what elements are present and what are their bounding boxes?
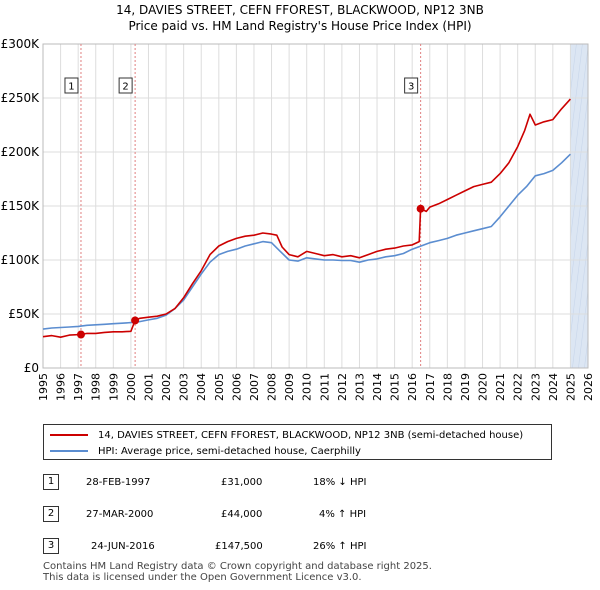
x-tick-label: 2014 — [371, 373, 384, 401]
chart-legend: 14, DAVIES STREET, CEFN FFOREST, BLACKWO… — [43, 424, 552, 460]
sale-price: £147,500 — [215, 541, 263, 552]
sale-number-label: 1 — [68, 82, 74, 93]
sale-number-badge: 1 — [43, 474, 59, 490]
x-tick-label: 2025 — [564, 373, 577, 401]
x-tick-label: 2002 — [160, 373, 173, 401]
footer-attribution: Contains HM Land Registry data © Crown c… — [43, 561, 432, 583]
legend-label-price: 14, DAVIES STREET, CEFN FFOREST, BLACKWO… — [98, 429, 524, 441]
x-tick-label: 2021 — [494, 373, 507, 401]
x-tick-label: 2016 — [406, 373, 419, 401]
sale-point — [416, 204, 425, 213]
x-tick-label: 2020 — [477, 373, 490, 401]
sale-date: 24-JUN-2016 — [91, 541, 155, 552]
x-tick-label: 2012 — [336, 373, 349, 401]
plot-frame — [42, 43, 589, 369]
x-tick-label: 2015 — [389, 373, 402, 401]
x-tick-label: 2008 — [266, 373, 279, 401]
sale-number-label: 3 — [408, 82, 414, 93]
y-tick-label: £250K — [1, 91, 41, 105]
x-tick-label: 2003 — [178, 373, 191, 401]
x-tick-label: 2007 — [248, 373, 261, 401]
footer-line-2: This data is licensed under the Open Gov… — [43, 572, 362, 583]
x-tick-label: 2023 — [529, 373, 542, 401]
legend-swatch-price — [50, 434, 88, 436]
price-chart: £0 £50K £100K £150K £200K £250K £300K 1995 1996 1… — [1, 37, 600, 401]
x-tick-label: 2024 — [547, 373, 560, 401]
x-tick-label: 1997 — [72, 373, 85, 401]
sale-point — [131, 316, 140, 325]
x-tick-label: 1996 — [55, 373, 68, 401]
sale-number-label: 2 — [122, 82, 128, 93]
legend-item-price: 14, DAVIES STREET, CEFN FFOREST, BLACKWO… — [50, 427, 523, 443]
sale-hpi-diff: 26% ↑ HPI — [313, 541, 367, 552]
y-tick-label: £50K — [8, 307, 40, 321]
x-tick-label: 2011 — [318, 373, 331, 401]
sale-row: 2 27-MAR-2000 £44,000 4% ↑ HPI — [43, 506, 443, 526]
x-tick-label: 2005 — [213, 373, 226, 401]
sale-number-box — [64, 77, 79, 94]
y-tick-label: £150K — [1, 199, 41, 213]
sale-number-badge: 2 — [43, 506, 59, 522]
sale-row: 3 24-JUN-2016 £147,500 26% ↑ HPI — [43, 538, 443, 558]
x-tick-label: 1999 — [107, 373, 120, 401]
legend-item-hpi: HPI: Average price, semi-detached house,… — [50, 443, 361, 459]
sale-number-box — [404, 77, 419, 94]
x-tick-label: 2000 — [125, 373, 138, 401]
legend-label-hpi: HPI: Average price, semi-detached house,… — [98, 445, 361, 457]
y-tick-label: £0 — [24, 361, 39, 375]
sale-hpi-diff: 4% ↑ HPI — [319, 509, 367, 520]
x-tick-label: 2017 — [424, 373, 437, 401]
x-tick-label: 2001 — [142, 373, 155, 401]
x-tick-label: 2009 — [283, 373, 296, 401]
y-tick-label: £200K — [1, 145, 41, 159]
x-tick-label: 2019 — [459, 373, 472, 401]
forecast-hatch — [596, 44, 600, 368]
x-tick-label: 2010 — [301, 373, 314, 401]
sale-row: 1 28-FEB-1997 £31,000 18% ↓ HPI — [43, 474, 443, 494]
sale-point — [76, 330, 85, 339]
hpi-series-line — [42, 153, 571, 330]
legend-swatch-hpi — [50, 450, 88, 452]
y-tick-label: £300K — [1, 37, 41, 51]
chart-subtitle: Price paid vs. HM Land Registry's House … — [128, 19, 472, 33]
sale-number-badge: 3 — [43, 538, 59, 554]
x-tick-label: 2013 — [353, 373, 366, 401]
y-tick-label: £100K — [1, 253, 41, 267]
footer-line-1: Contains HM Land Registry data © Crown c… — [43, 561, 432, 572]
chart-title: 14, DAVIES STREET, CEFN FFOREST, BLACKWO… — [116, 3, 484, 17]
x-tick-label: 2022 — [512, 373, 525, 401]
sale-price: £31,000 — [221, 477, 263, 488]
sale-price: £44,000 — [221, 509, 263, 520]
sale-number-box — [118, 77, 133, 94]
sale-date: 28-FEB-1997 — [86, 477, 151, 488]
x-tick-label: 2006 — [230, 373, 243, 401]
forecast-hatch — [590, 44, 600, 368]
x-tick-label: 2018 — [441, 373, 454, 401]
sale-date: 27-MAR-2000 — [86, 509, 154, 520]
x-tick-label: 2004 — [195, 373, 208, 401]
x-tick-label: 2026 — [582, 373, 595, 401]
x-tick-label: 1995 — [37, 373, 50, 401]
sale-hpi-diff: 18% ↓ HPI — [313, 477, 367, 488]
x-tick-label: 1998 — [90, 373, 103, 401]
